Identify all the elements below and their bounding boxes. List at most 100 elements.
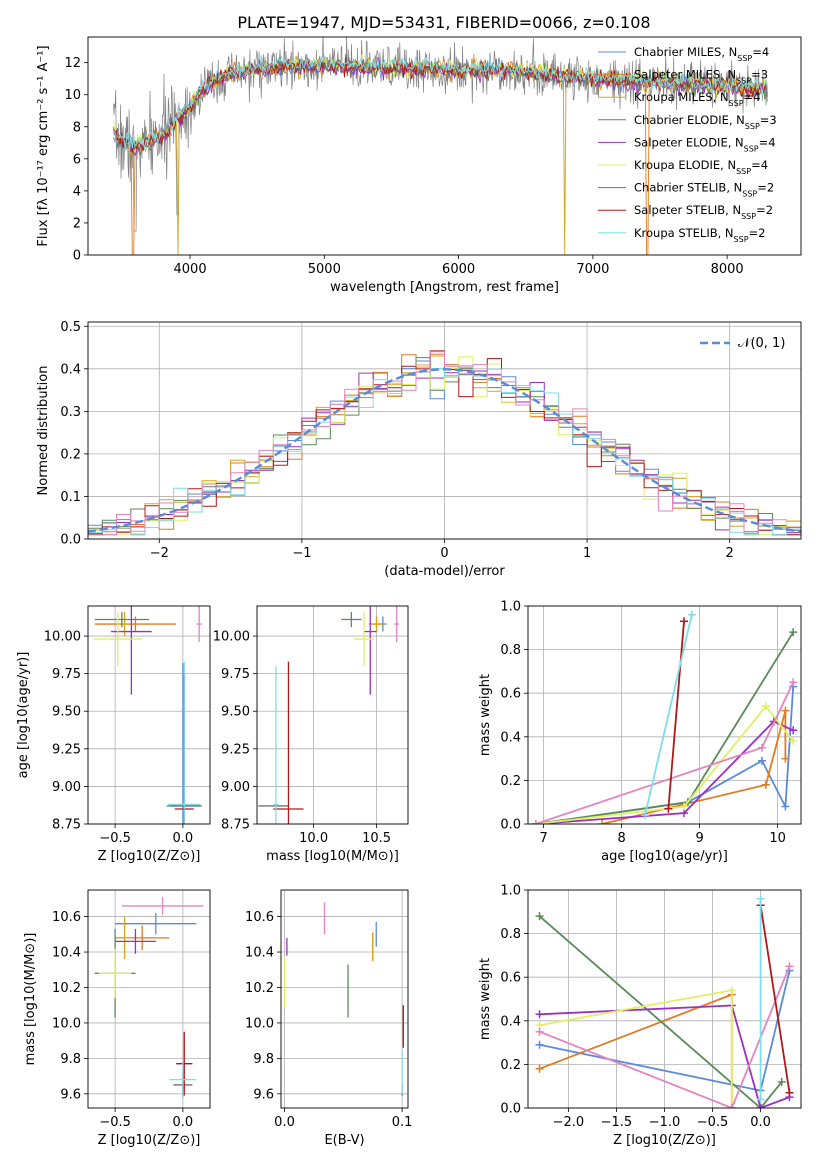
histogram-step xyxy=(88,365,801,536)
y-tick-label: 9.50 xyxy=(52,705,81,720)
spectrum-axes: 4000 5000 6000 7000 8000 0 2 4 6 8 10 12 wavelength … xyxy=(36,36,802,295)
legend-count: =3 xyxy=(751,68,768,82)
legend-label: Kroupa STELIB, NSSP=2 xyxy=(634,226,765,244)
errorbar-point xyxy=(98,948,132,999)
errorbar-point xyxy=(93,612,143,667)
weight-line xyxy=(539,1004,790,1108)
errorbar-point xyxy=(94,612,149,628)
weight-marker xyxy=(727,1104,736,1108)
errorbar-point xyxy=(115,913,197,935)
errorbar-point xyxy=(341,612,362,628)
weight-vs-age-plot xyxy=(531,610,798,824)
legend-subscript: SSP xyxy=(745,121,760,130)
y-tick-label: 9.00 xyxy=(52,780,81,795)
x-tick-label: 10 xyxy=(769,831,786,846)
axes-frame xyxy=(256,605,409,825)
weight-marker xyxy=(789,678,798,687)
weight-line xyxy=(759,905,791,1093)
y-tick-label: 10.2 xyxy=(52,981,81,996)
legend-count: =2 xyxy=(757,181,774,195)
errorbar-point xyxy=(273,661,304,824)
errorbar-point xyxy=(273,666,279,824)
x-tick-label: 7 xyxy=(539,831,547,846)
x-tick-label: 0.0 xyxy=(750,1115,771,1130)
y-tick-label: 0.2 xyxy=(60,447,81,462)
y-tick-label: 0 xyxy=(73,249,81,264)
histogram-step xyxy=(88,351,801,536)
y-tick-label: 10 xyxy=(64,88,81,103)
y-tick-label: 9.50 xyxy=(221,705,250,720)
x-tick-label: −1 xyxy=(292,546,311,561)
y-tick-label: 10.4 xyxy=(52,946,81,961)
x-axis-label: (data-model)/error xyxy=(384,564,505,579)
legend-label: Chabrier STELIB, NSSP=2 xyxy=(634,181,774,199)
weight-marker xyxy=(789,726,798,735)
weight-marker xyxy=(777,1077,786,1086)
weight-line xyxy=(535,686,795,824)
y-tick-label: 1.0 xyxy=(500,884,521,899)
weight-marker xyxy=(535,1027,544,1036)
y-axis-label: Normed distribution xyxy=(36,366,51,496)
errorbar-point xyxy=(353,612,375,667)
x-tick-label: −2.0 xyxy=(553,1115,585,1130)
y-tick-label: 9.8 xyxy=(253,1052,274,1067)
mass-vs-Z-plot xyxy=(94,897,204,1098)
x-tick-label: 2 xyxy=(726,546,734,561)
x-axis-label: wavelength [Angstrom, rest frame] xyxy=(330,280,559,295)
weight-marker xyxy=(756,894,765,903)
x-tick-label: 4000 xyxy=(174,262,207,277)
axes-frame xyxy=(87,889,211,1109)
x-tick-label: −1.5 xyxy=(601,1115,633,1130)
y-tick-label: 0.3 xyxy=(60,405,81,420)
y-tick-label: 10.2 xyxy=(245,981,274,996)
weight-marker xyxy=(535,1064,544,1073)
y-tick-label: 9.8 xyxy=(60,1052,81,1067)
y-tick-label: 8.75 xyxy=(52,818,81,833)
mass-vs-Z-axes: −0.5 0.0 9.6 9.8 10.0 10.2 10.4 10.6 Z [log10(Z/… xyxy=(23,889,211,1148)
weight-marker xyxy=(535,1040,544,1049)
weight-line xyxy=(644,614,693,816)
legend-subscript: SSP xyxy=(737,54,752,63)
y-tick-label: 9.75 xyxy=(221,667,250,682)
spectrum-legend: Chabrier MILES, NSSP=4 Salpeter MILES, NS… xyxy=(598,45,777,243)
errorbar-point xyxy=(111,606,152,695)
y-tick-label: 0.0 xyxy=(60,533,81,548)
errorbar-point xyxy=(363,606,377,695)
legend-count: =2 xyxy=(756,203,773,217)
weight-marker xyxy=(531,820,540,824)
x-tick-label: 0 xyxy=(440,546,448,561)
errorbar-point xyxy=(115,928,156,954)
legend-label: Salpeter STELIB, NSSP=2 xyxy=(634,203,773,221)
legend-label: Chabrier MILES, NSSP=4 xyxy=(634,45,769,63)
x-tick-label: 0.1 xyxy=(392,1115,413,1130)
y-tick-label: 9.25 xyxy=(221,742,250,757)
x-axis-label: age [log10(age/yr)] xyxy=(601,849,728,864)
weight-marker xyxy=(785,962,794,971)
weight-marker xyxy=(641,811,649,820)
y-tick-label: 0.6 xyxy=(500,687,521,702)
weight-marker xyxy=(761,780,770,789)
age-vs-mass-plot xyxy=(258,606,400,824)
x-tick-label: −0.5 xyxy=(99,831,131,846)
figure-title: PLATE=1947, MJD=53431, FIBERID=0066, z=0… xyxy=(237,13,650,32)
weight-marker xyxy=(680,617,688,626)
weight-marker xyxy=(727,986,736,995)
y-axis-label: Flux [fλ 10⁻¹⁷ erg cm⁻² s⁻¹ A⁻¹] xyxy=(36,45,51,246)
y-tick-label: 0.2 xyxy=(500,1058,521,1073)
axes-frame xyxy=(280,889,409,1109)
errorbar-point xyxy=(169,1061,197,1098)
x-tick-label: 7000 xyxy=(576,262,609,277)
y-axis-label: mass weight xyxy=(478,958,493,1040)
legend-count: =4 xyxy=(751,158,768,172)
y-tick-label: 10.4 xyxy=(245,946,274,961)
y-tick-label: 9.6 xyxy=(60,1087,81,1102)
legend-subscript: SSP xyxy=(729,99,744,108)
y-tick-label: 12 xyxy=(64,56,81,71)
x-tick-label: 9 xyxy=(695,831,703,846)
spectrum-data-line xyxy=(113,37,768,232)
weight-line xyxy=(535,720,794,824)
legend-subscript: SSP xyxy=(744,144,759,153)
y-tick-label: 6 xyxy=(73,152,81,167)
weight-line xyxy=(535,681,795,824)
errorbar-point xyxy=(121,897,204,915)
